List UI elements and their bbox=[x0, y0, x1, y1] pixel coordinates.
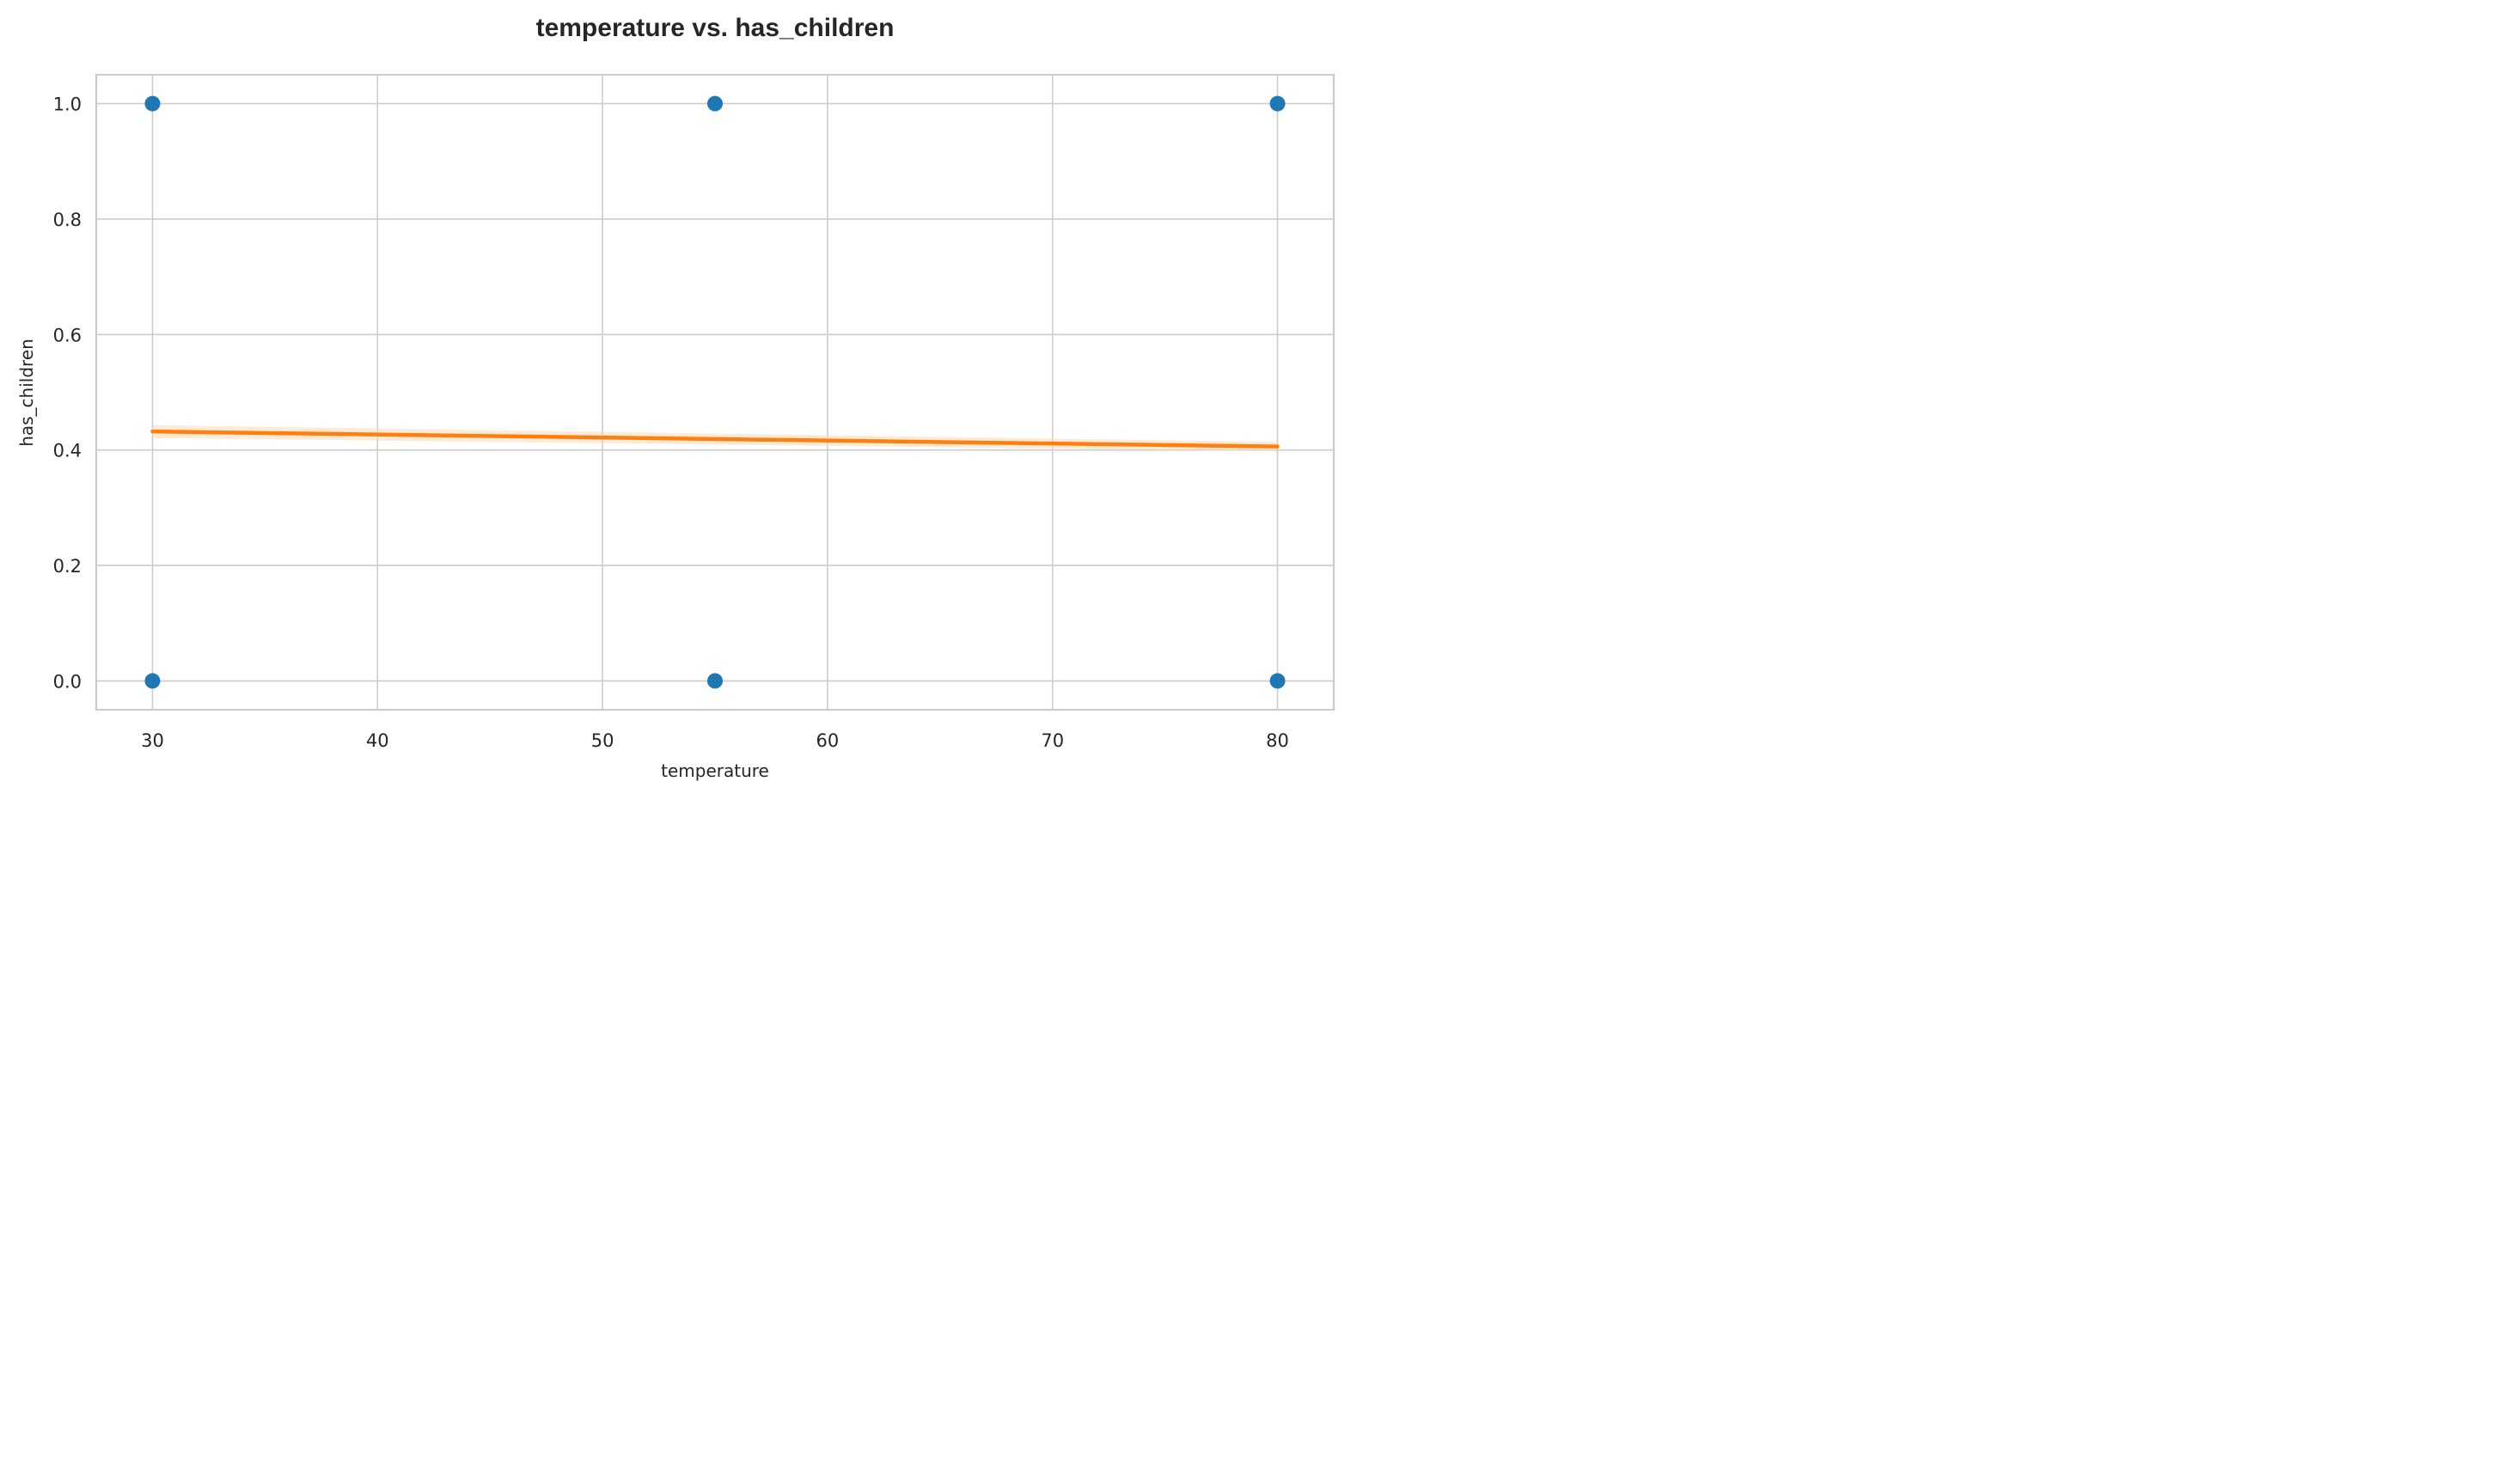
data-points bbox=[144, 95, 1286, 689]
scatter-point bbox=[1269, 95, 1286, 112]
y-tick-label: 0.6 bbox=[53, 325, 82, 345]
chart-title: temperature vs. has_children bbox=[536, 14, 895, 42]
scatter-point bbox=[707, 95, 723, 112]
y-tick-label: 0.8 bbox=[53, 210, 82, 230]
x-tick-label: 60 bbox=[816, 730, 840, 751]
scatter-point bbox=[1269, 673, 1286, 689]
y-tick-labels: 0.0 0.2 0.4 0.6 0.8 1.0 bbox=[53, 95, 82, 693]
y-tick-label: 1.0 bbox=[53, 95, 82, 115]
scatter-point bbox=[144, 673, 161, 689]
y-tick-label: 0.2 bbox=[53, 556, 82, 577]
scatter-point bbox=[144, 95, 161, 112]
regression-line bbox=[150, 429, 1280, 449]
scatter-point bbox=[707, 673, 723, 689]
y-tick-label: 0.0 bbox=[53, 671, 82, 692]
chart: temperature vs. has_children 30 40 50 60 70 8… bbox=[16, 14, 1335, 781]
y-axis-label: has_children bbox=[16, 339, 37, 447]
x-tick-label: 40 bbox=[366, 730, 389, 751]
y-tick-label: 0.4 bbox=[53, 441, 82, 461]
grid bbox=[96, 75, 1334, 710]
x-tick-label: 80 bbox=[1266, 730, 1289, 751]
regression-line-path bbox=[150, 429, 1280, 449]
x-tick-label: 30 bbox=[141, 730, 164, 751]
x-tick-label: 50 bbox=[591, 730, 614, 751]
x-tick-labels: 30 40 50 60 70 80 bbox=[141, 730, 1289, 751]
x-tick-label: 70 bbox=[1041, 730, 1064, 751]
plot-frame bbox=[95, 73, 1335, 711]
x-axis-label: temperature bbox=[661, 760, 769, 781]
